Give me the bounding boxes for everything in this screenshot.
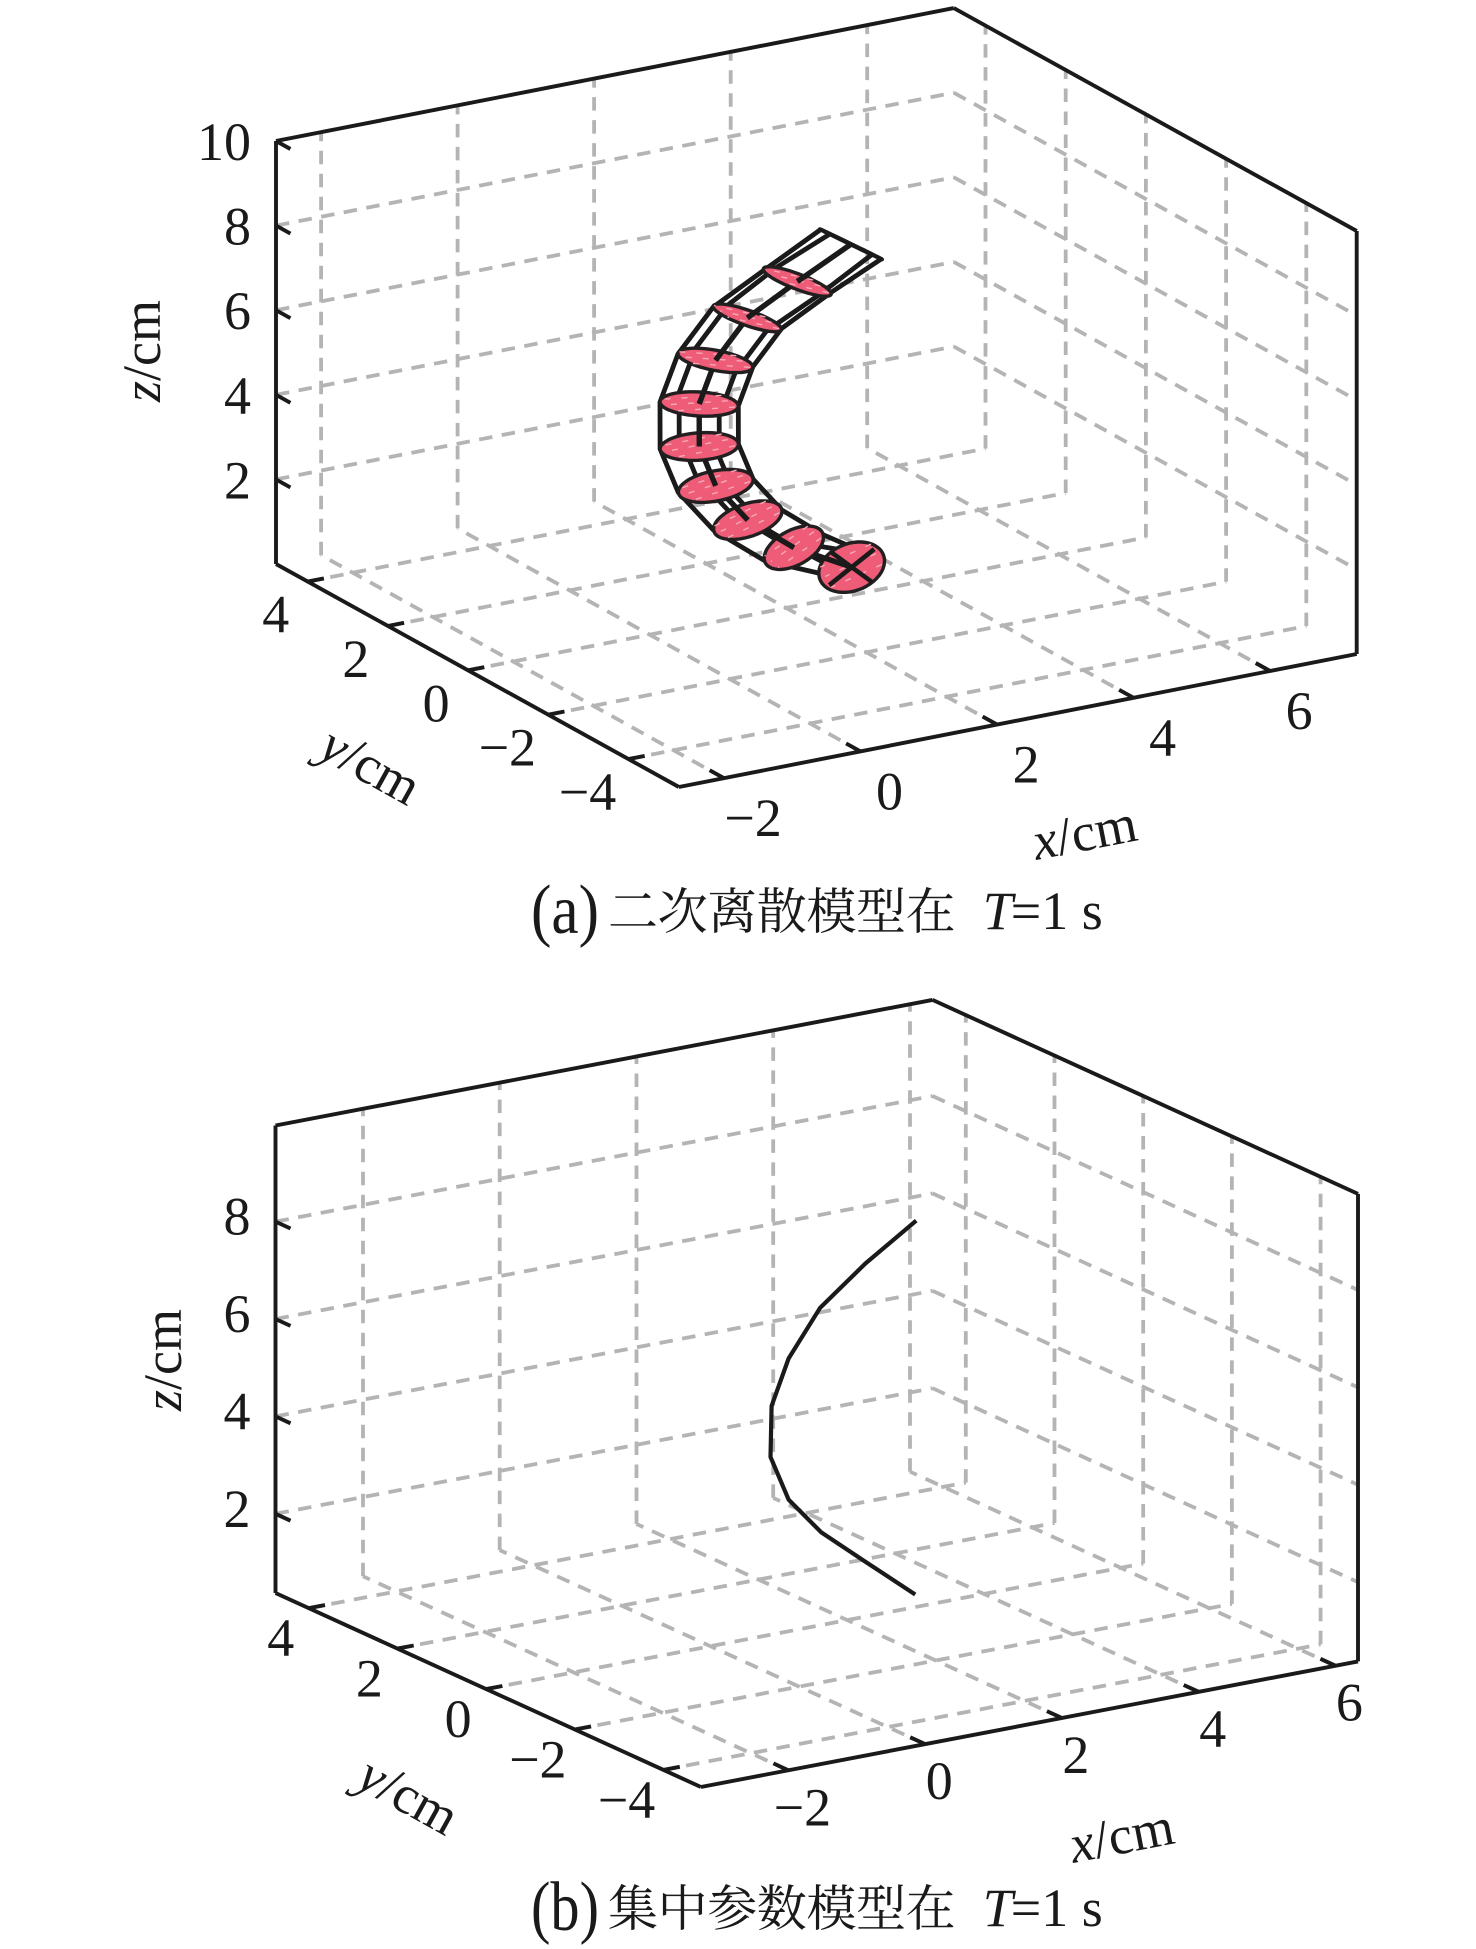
svg-text:(a): (a) [531,872,599,949]
svg-text:6: 6 [224,281,251,341]
svg-text:z/cm: z/cm [133,1309,193,1412]
svg-text:0: 0 [876,761,903,821]
svg-text:−2: −2 [724,788,781,848]
svg-text:6: 6 [1336,1673,1363,1733]
svg-text:4: 4 [267,1608,294,1668]
svg-text:−4: −4 [598,1770,655,1830]
svg-text:2: 2 [224,1479,251,1539]
svg-text:z/cm: z/cm [112,300,172,403]
svg-text:=1 s: =1 s [1011,881,1103,941]
svg-text:4: 4 [224,366,251,426]
svg-text:2: 2 [1013,735,1040,795]
svg-text:T: T [983,1878,1017,1938]
svg-text:4: 4 [224,1381,251,1441]
svg-text:−2: −2 [509,1730,566,1790]
svg-text:6: 6 [1286,681,1313,741]
svg-text:10: 10 [197,112,251,172]
svg-text:2: 2 [224,450,251,510]
svg-text:(b): (b) [531,1869,599,1946]
svg-text:0: 0 [926,1751,953,1811]
svg-text:2: 2 [356,1649,383,1709]
svg-text:2: 2 [342,629,369,689]
svg-text:−4: −4 [559,762,616,822]
svg-text:8: 8 [224,1187,251,1247]
svg-text:0: 0 [423,673,450,733]
svg-text:−2: −2 [774,1777,831,1837]
svg-text:4: 4 [1199,1699,1226,1759]
svg-text:T: T [983,881,1017,941]
svg-text:−2: −2 [479,718,536,778]
svg-text:4: 4 [1149,708,1176,768]
svg-text:8: 8 [224,197,251,257]
svg-text:=1 s: =1 s [1011,1878,1103,1938]
svg-text:2: 2 [1062,1725,1089,1785]
svg-text:6: 6 [224,1284,251,1344]
svg-text:4: 4 [262,585,289,645]
svg-text:0: 0 [445,1689,472,1749]
